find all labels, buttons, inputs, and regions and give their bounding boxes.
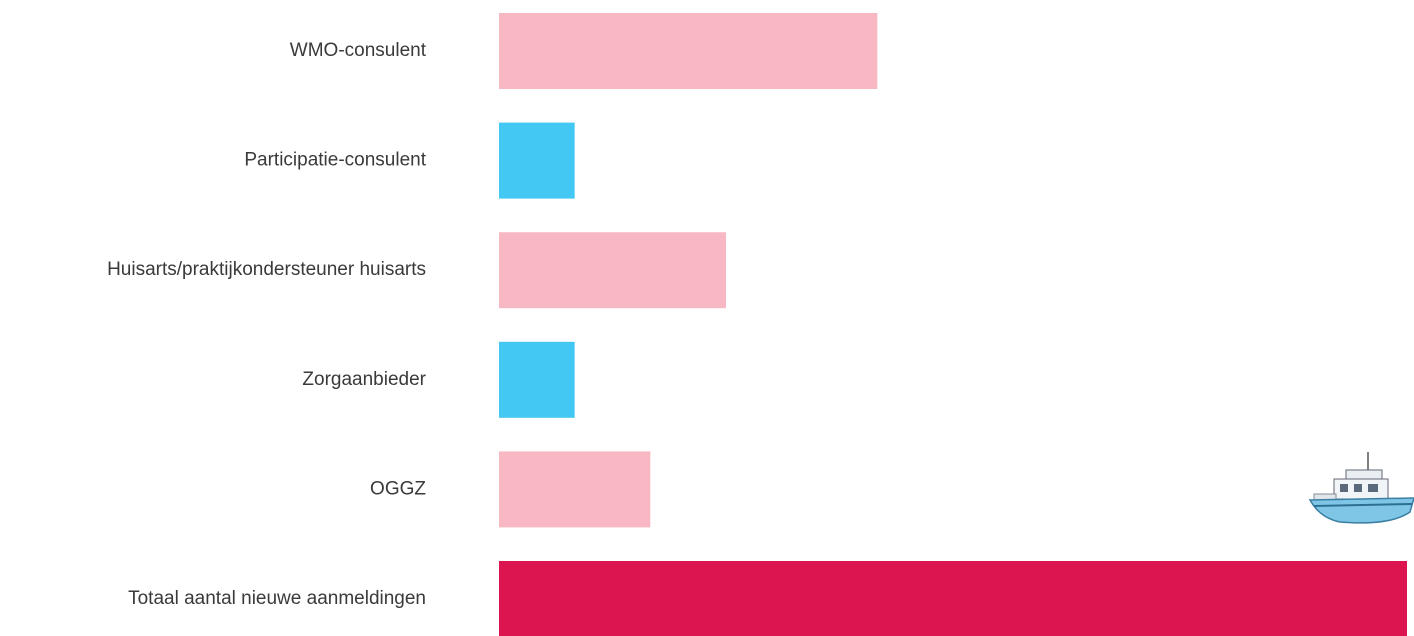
bar: [499, 561, 1407, 636]
bar: [499, 342, 575, 418]
bar: [499, 13, 877, 89]
bar: [499, 232, 726, 308]
category-label: Huisarts/praktijkondersteuner huisarts: [107, 259, 426, 280]
category-label: OGGZ: [370, 478, 426, 499]
chart: WMO-consulent Participatie-consulent Huisa…: [0, 0, 1414, 636]
bar: [499, 123, 575, 199]
category-label: Totaal aantal nieuwe aanmeldingen: [128, 588, 426, 609]
category-label: Participatie-consulent: [244, 150, 426, 171]
category-label: Zorgaanbieder: [302, 369, 426, 390]
bar: [499, 451, 650, 527]
category-label: WMO-consulent: [290, 40, 427, 61]
boat-icon: [1310, 452, 1414, 523]
